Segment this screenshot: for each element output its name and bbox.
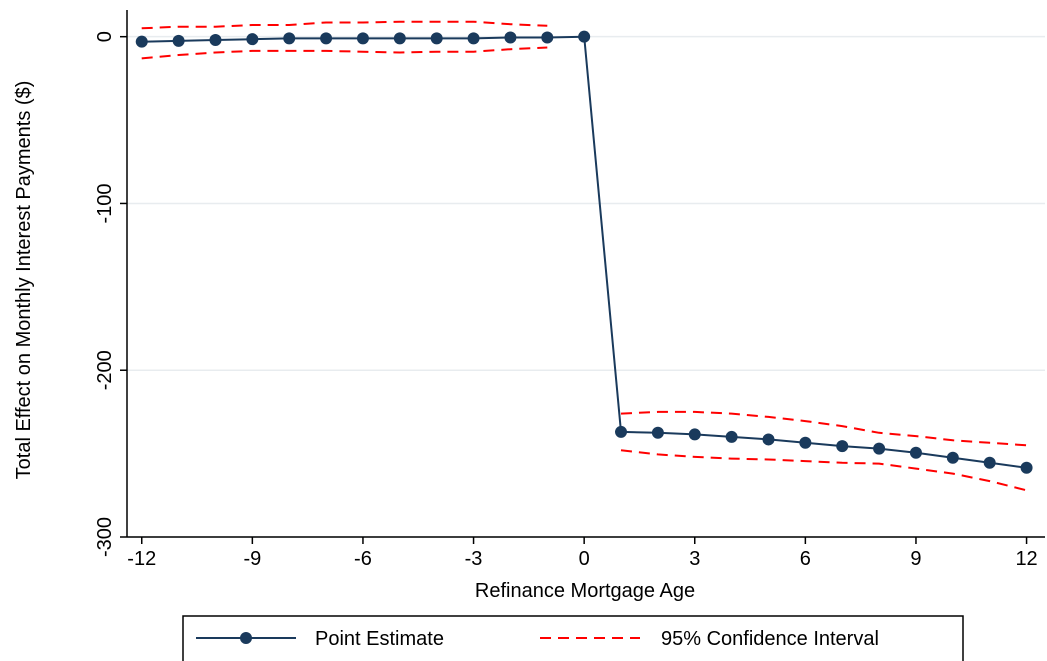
point-estimate-marker (1020, 461, 1033, 474)
point-estimate-marker (393, 32, 406, 45)
point-estimate-marker (430, 32, 443, 45)
point-estimate-marker (504, 31, 517, 44)
y-tick-label: -200 (94, 350, 116, 390)
point-estimate-marker (209, 34, 222, 47)
axes: 0 -100 -200 -300 -12 -9 -6 -3 0 3 6 9 12 (94, 10, 1045, 570)
x-tick-label: -9 (243, 548, 261, 570)
point-estimate-marker (320, 32, 333, 45)
point-estimate-marker (725, 430, 738, 443)
point-estimate-marker (873, 442, 886, 455)
x-tick-label: 0 (579, 548, 590, 570)
y-tick-label: 0 (94, 31, 116, 42)
legend-marker-point-estimate (240, 632, 252, 644)
x-tick-label: -3 (465, 548, 483, 570)
x-tick-label: 12 (1015, 548, 1037, 570)
point-estimate-marker (983, 456, 996, 469)
point-estimate-marker (283, 32, 296, 45)
point-estimate-marker (356, 32, 369, 45)
y-tick-label: -100 (94, 183, 116, 223)
legend-box (182, 615, 964, 661)
legend-label-confidence-interval: 95% Confidence Interval (661, 628, 879, 650)
point-estimate-marker (688, 428, 701, 441)
point-estimate-marker (651, 426, 664, 439)
x-tick-label: -12 (127, 548, 156, 570)
point-estimate-marker (135, 35, 148, 48)
x-axis-title: Refinance Mortgage Age (475, 580, 695, 602)
confidence-interval-line (141, 46, 548, 60)
y-tick-label: -300 (94, 517, 116, 557)
series-layer (135, 20, 1033, 492)
point-estimate-marker (246, 33, 259, 46)
point-estimate-marker (172, 34, 185, 47)
y-axis-title: Total Effect on Monthly Interest Payment… (13, 81, 35, 480)
x-tick-label: -6 (354, 548, 372, 570)
point-estimate-marker (762, 433, 775, 446)
point-estimate-marker (541, 31, 554, 44)
point-estimate-marker (909, 446, 922, 459)
point-estimate-marker (799, 436, 812, 449)
confidence-interval-line (620, 449, 1027, 492)
point-estimate-marker (946, 451, 959, 464)
x-tick-label: 9 (910, 548, 921, 570)
confidence-interval-line (141, 20, 548, 30)
legend-label-point-estimate: Point Estimate (315, 628, 444, 650)
legend: Point Estimate 95% Confidence Interval (182, 615, 964, 661)
point-estimate-marker (836, 440, 849, 453)
confidence-interval-line (620, 410, 1027, 447)
point-estimate-marker (615, 425, 628, 438)
point-estimate-marker (578, 30, 591, 43)
x-tick-label: 3 (689, 548, 700, 570)
x-tick-label: 6 (800, 548, 811, 570)
point-estimate-marker (467, 32, 480, 45)
